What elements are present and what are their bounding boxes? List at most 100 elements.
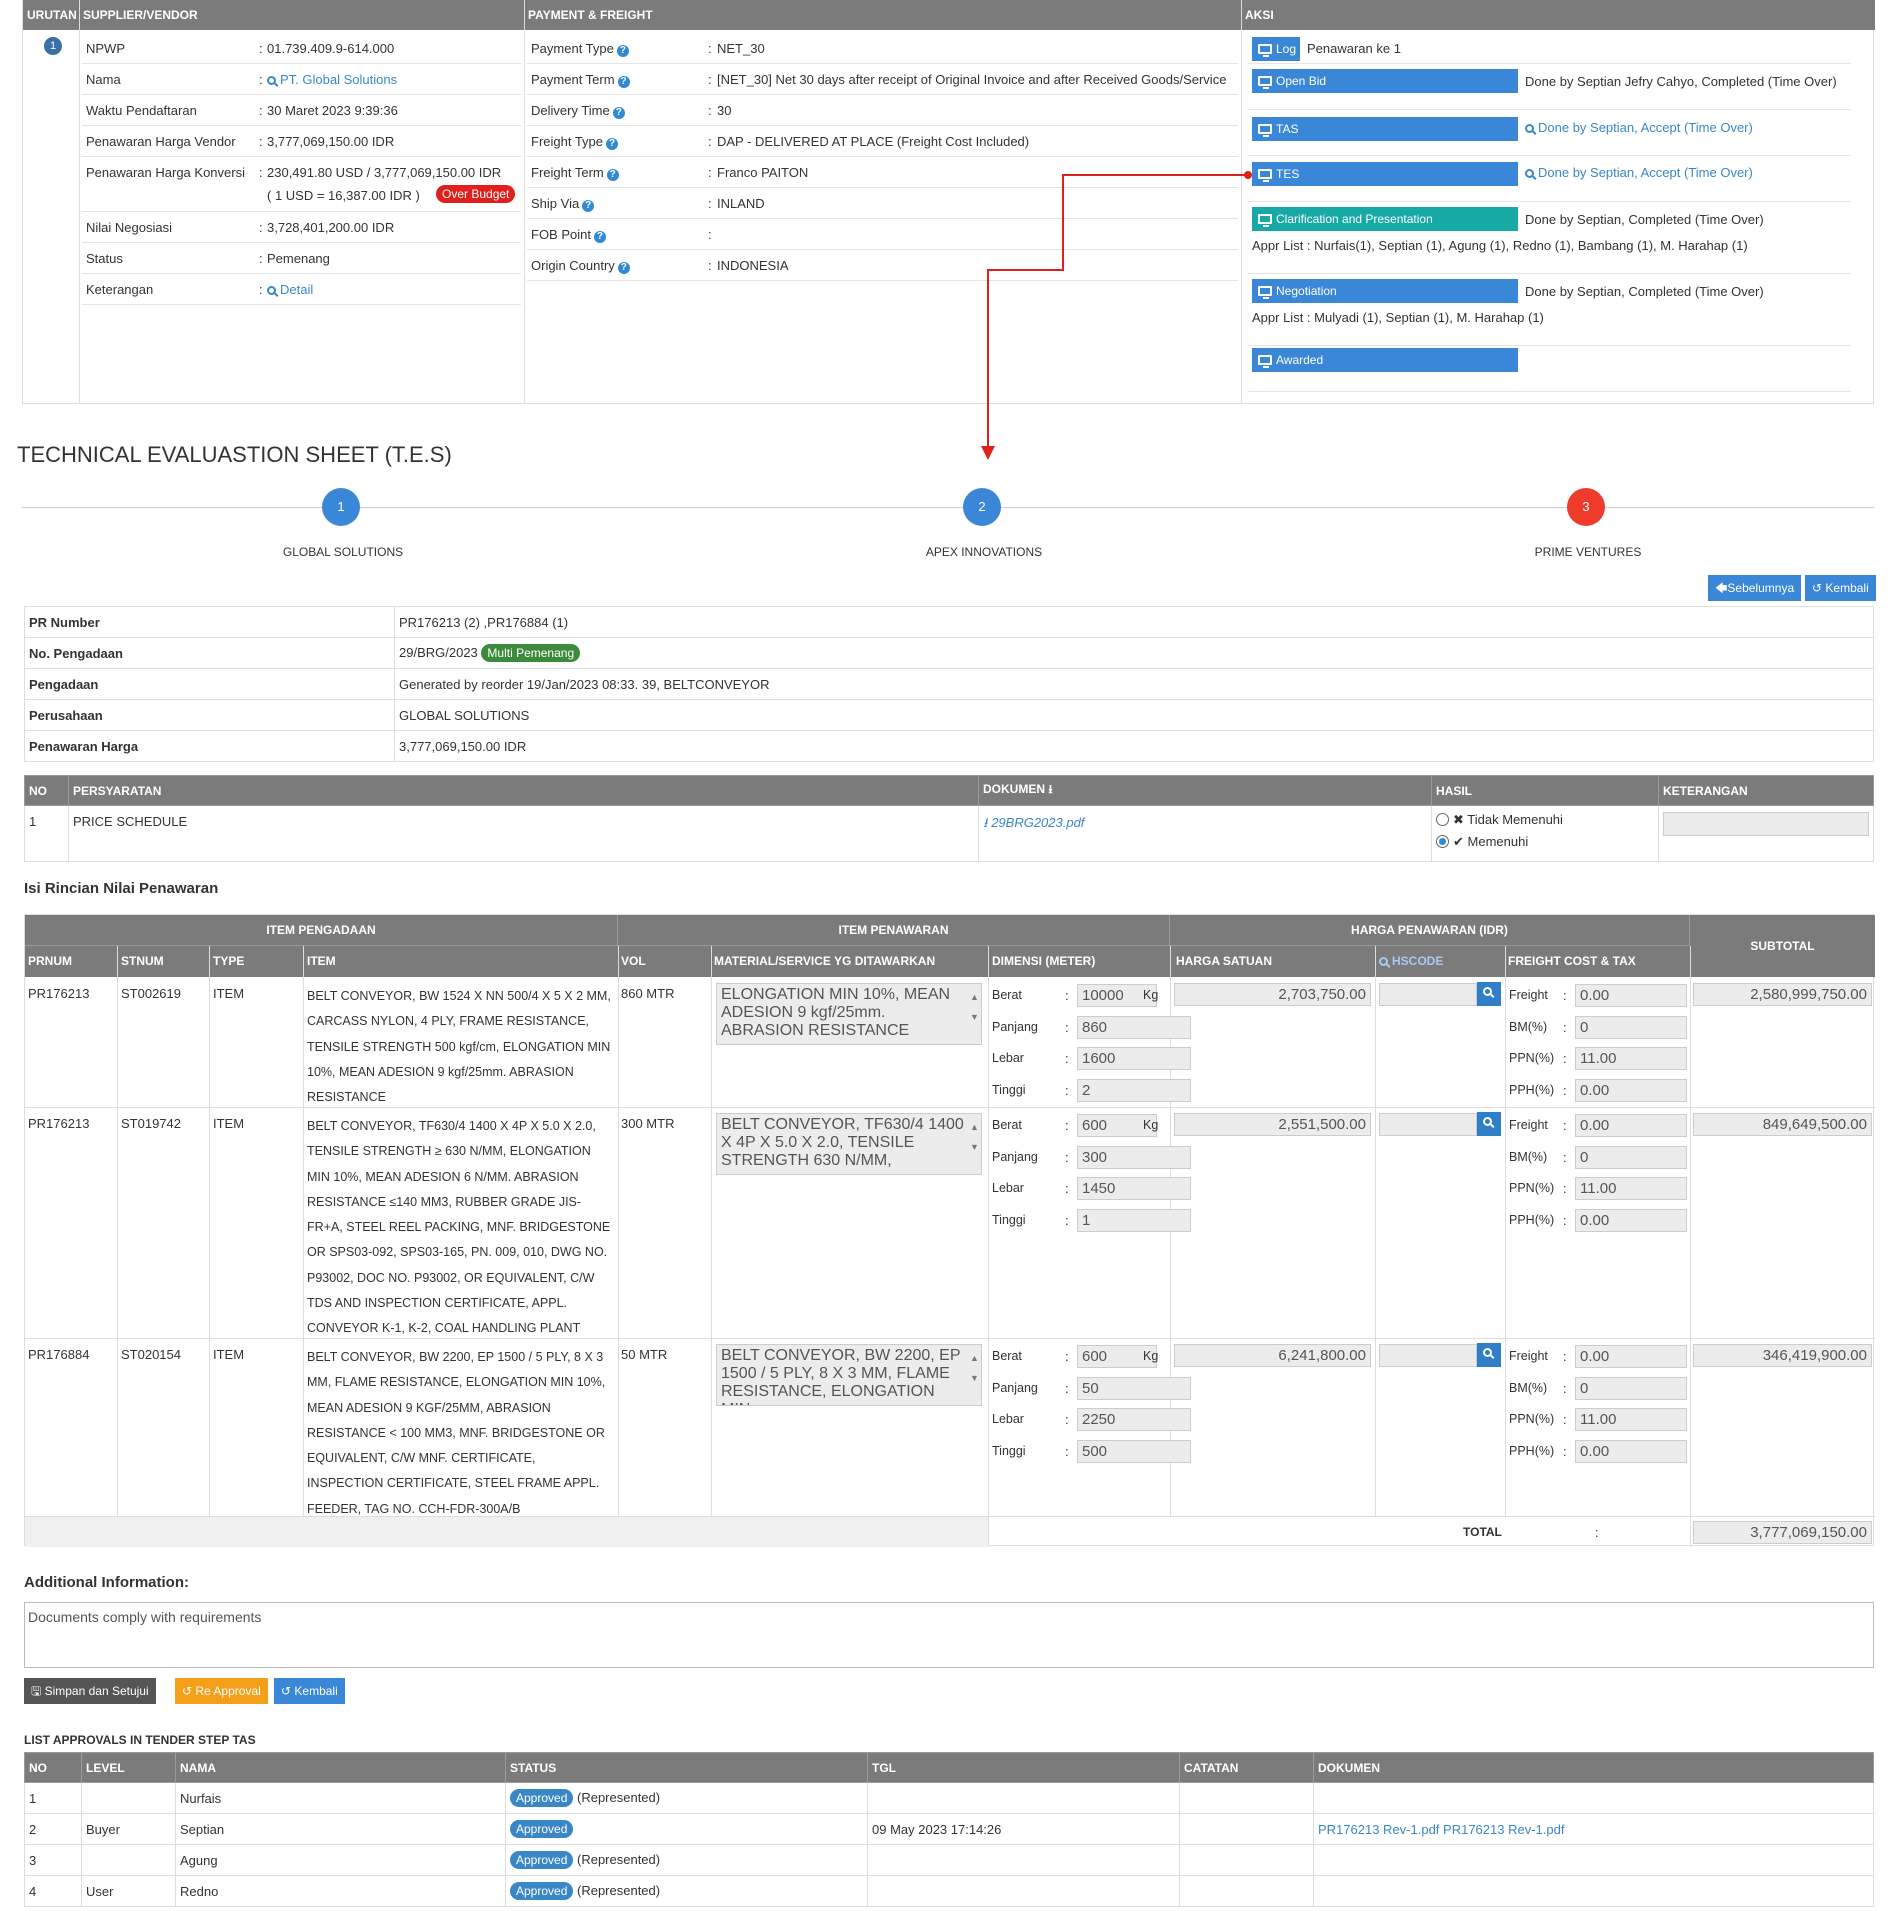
tax-ppn-label: PPN(%) <box>1509 1051 1555 1065</box>
col-dimensi: DIMENSI (METER) <box>992 954 1096 968</box>
vendor-name: PT. Global Solutions <box>280 72 398 87</box>
radio-tidak-memenuhi[interactable]: ✖ Tidak Memenuhi <box>1436 812 1654 828</box>
help-icon[interactable]: ? <box>593 231 606 243</box>
help-icon[interactable]: ? <box>606 169 619 181</box>
help-icon[interactable]: ? <box>617 76 630 88</box>
tas-button[interactable]: TAS <box>1252 117 1518 141</box>
ap-nama: Redno <box>175 1875 506 1907</box>
dim-lebar-input[interactable]: 2250 <box>1077 1408 1191 1431</box>
dim-berat-input[interactable]: 10000 <box>1077 984 1157 1007</box>
harga-satuan-input[interactable]: 2,551,500.00 <box>1174 1113 1371 1136</box>
tax-bm-label: BM(%) <box>1509 1149 1548 1164</box>
negotiation-button[interactable]: Negotiation <box>1252 279 1518 303</box>
document-name: 29BRG2023.pdf <box>991 815 1085 830</box>
help-icon[interactable]: ? <box>616 45 629 57</box>
back-button-top[interactable]: ↺ Kembali <box>1805 575 1876 601</box>
col-hscode[interactable]: HSCODE <box>1379 954 1443 968</box>
dim-tinggi-input[interactable]: 500 <box>1077 1439 1191 1463</box>
material-textarea[interactable]: ELONGATION MIN 10%, MEAN ADESION 9 kgf/2… <box>716 983 982 1045</box>
phk-value: 230,491.80 USD / 3,777,069,150.00 IDR <box>267 165 502 180</box>
tax-ppn-input[interactable]: 11.00 <box>1575 1177 1687 1200</box>
back-button[interactable]: ↺ Kembali <box>274 1678 345 1704</box>
help-icon[interactable]: ? <box>617 262 630 274</box>
hscode-search-button[interactable] <box>1477 982 1501 1006</box>
tax-freight-input[interactable]: 0.00 <box>1575 984 1687 1007</box>
previous-button[interactable]: 🡄Sebelumnya <box>1708 575 1802 601</box>
tax-freight-input[interactable]: 0.00 <box>1575 1114 1687 1137</box>
cell-vol: 860 MTR <box>621 986 675 1001</box>
freight-term-label: Freight Term <box>531 165 604 180</box>
harga-satuan-input[interactable]: 2,703,750.00 <box>1174 983 1371 1006</box>
ap-note: (Represented) <box>577 1883 661 1898</box>
dim-panjang-input[interactable]: 300 <box>1077 1145 1191 1169</box>
dim-berat-input[interactable]: 600 <box>1077 1114 1157 1137</box>
hscode-search-button[interactable] <box>1477 1112 1501 1136</box>
penawaran-harga-value: 3,777,069,150.00 IDR <box>394 730 1874 762</box>
monitor-icon <box>1258 44 1272 57</box>
dim-panjang-input[interactable]: 860 <box>1077 1015 1191 1039</box>
tes-link[interactable]: Done by Septian, Accept (Time Over) <box>1525 165 1753 180</box>
hscode-input[interactable] <box>1379 983 1477 1006</box>
tes-button[interactable]: TES <box>1252 162 1518 186</box>
dim-lebar-input[interactable]: 1450 <box>1077 1177 1191 1200</box>
ap-nama: Nurfais <box>175 1782 506 1814</box>
harga-satuan-input[interactable]: 6,241,800.00 <box>1174 1344 1371 1367</box>
material-textarea[interactable]: BELT CONVEYOR, BW 2200, EP 1500 / 5 PLY,… <box>716 1344 982 1406</box>
dim-lebar-input[interactable]: 1600 <box>1077 1047 1191 1070</box>
status-badge: Approved <box>510 1882 574 1900</box>
save-approve-button[interactable]: 🖫 Simpan dan Setujui <box>24 1678 156 1704</box>
undo-icon: ↺ <box>1812 581 1823 595</box>
hscode-input[interactable] <box>1379 1344 1477 1367</box>
col-hasil: HASIL <box>1431 775 1659 806</box>
tax-freight-input[interactable]: 0.00 <box>1575 1345 1687 1368</box>
clarification-button[interactable]: Clarification and Presentation <box>1252 207 1518 231</box>
step-1[interactable]: 1 <box>322 488 360 526</box>
radio-memenuhi[interactable]: ✔ Memenuhi <box>1436 834 1654 850</box>
tax-bm-input[interactable]: 0 <box>1575 1145 1687 1169</box>
document-link[interactable]: ⭳ 29BRG2023.pdf <box>983 815 1084 830</box>
dim-lebar-label: Lebar <box>992 1051 1024 1065</box>
tax-ppn-input[interactable]: 11.00 <box>1575 1047 1687 1070</box>
scroll-arrows-icon[interactable]: ▲ ▼ <box>970 1353 979 1383</box>
kg-unit: Kg <box>1143 1349 1159 1363</box>
scroll-arrows-icon[interactable]: ▲ ▼ <box>970 992 979 1022</box>
tax-pph-input[interactable]: 0.00 <box>1575 1078 1687 1102</box>
tas-link[interactable]: Done by Septian, Accept (Time Over) <box>1525 120 1753 135</box>
ap-status-cell: Approved (Represented) <box>505 1875 868 1907</box>
step-3[interactable]: 3 <box>1567 488 1605 526</box>
keterangan-input[interactable] <box>1663 812 1869 836</box>
log-button[interactable]: Log <box>1252 37 1300 61</box>
dim-tinggi-input[interactable]: 2 <box>1077 1078 1191 1102</box>
col-subtotal: SUBTOTAL <box>1750 939 1815 953</box>
ap-catatan <box>1179 1813 1314 1845</box>
help-icon[interactable]: ? <box>606 138 619 150</box>
re-approval-button[interactable]: ↺ Re Approval <box>175 1678 268 1704</box>
tax-pph-label: PPH(%) <box>1509 1212 1555 1227</box>
additional-info-textarea[interactable]: Documents comply with requirements <box>24 1602 1874 1668</box>
tax-pph-input[interactable]: 0.00 <box>1575 1439 1687 1463</box>
dim-berat-input[interactable]: 600 <box>1077 1345 1157 1368</box>
hscode-search-button[interactable] <box>1477 1343 1501 1367</box>
help-icon[interactable]: ? <box>612 107 625 119</box>
scroll-arrows-icon[interactable]: ▲ ▼ <box>970 1122 979 1152</box>
ap-document-link[interactable]: PR176213 Rev-1.pdf PR176213 Rev-1.pdf <box>1318 1821 1565 1837</box>
dim-tinggi-input[interactable]: 1 <box>1077 1208 1191 1232</box>
hscode-input[interactable] <box>1379 1113 1477 1136</box>
open-bid-button[interactable]: Open Bid <box>1252 69 1518 93</box>
tax-bm-input[interactable]: 0 <box>1575 1015 1687 1039</box>
tax-ppn-input[interactable]: 11.00 <box>1575 1408 1687 1431</box>
payment-type-value: NET_30 <box>717 41 765 56</box>
help-icon[interactable]: ? <box>582 200 595 212</box>
dim-panjang-input[interactable]: 50 <box>1077 1376 1191 1400</box>
vendor-summary-table: URUTAN SUPPLIER/VENDOR PAYMENT & FREIGHT… <box>22 0 1875 404</box>
awarded-button[interactable]: Awarded <box>1252 348 1518 372</box>
cell-type: ITEM <box>213 986 245 1001</box>
vendor-name-link[interactable]: PT. Global Solutions <box>267 72 397 87</box>
tax-pph-input[interactable]: 0.00 <box>1575 1208 1687 1232</box>
tax-bm-input[interactable]: 0 <box>1575 1376 1687 1400</box>
material-textarea[interactable]: BELT CONVEYOR, TF630/4 1400 X 4P X 5.0 X… <box>716 1113 982 1175</box>
col-harga-satuan: HARGA SATUAN <box>1176 954 1272 968</box>
group-harga-penawaran: HARGA PENAWARAN (IDR) <box>1170 915 1690 946</box>
detail-link[interactable]: Detail <box>267 282 313 297</box>
step-2[interactable]: 2 <box>963 488 1001 526</box>
